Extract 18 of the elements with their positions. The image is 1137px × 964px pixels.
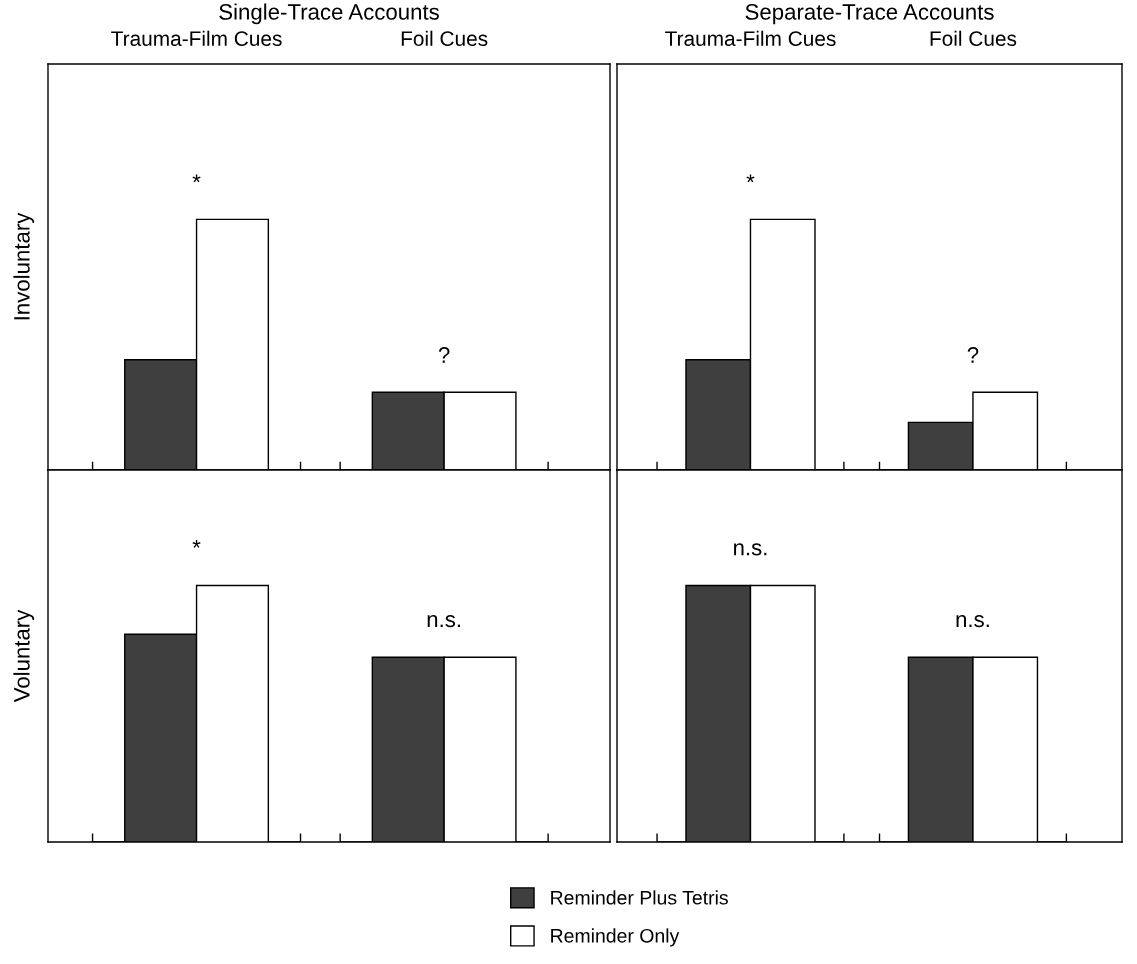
- annotation: ?: [967, 347, 979, 363]
- text: n.s.: [734, 543, 767, 556]
- y-axis-title: Voluntary: [13, 609, 35, 703]
- x-tick-label: Foil Cues: [930, 30, 1017, 46]
- chart-title: Single-Trace Accounts: [219, 3, 439, 25]
- annotation: ?: [438, 347, 450, 363]
- text: *: [192, 539, 201, 548]
- legend-label: Reminder Only: [551, 928, 680, 947]
- x-tick-label: Trauma-Film Cues: [111, 30, 282, 46]
- x-tick-label: Trauma-Film Cues: [665, 30, 836, 46]
- y-axis-title: Involuntary: [13, 212, 35, 320]
- annotation: n.s.: [956, 615, 989, 628]
- x-tick-label: Foil Cues: [401, 30, 488, 46]
- chart-title: Separate-Trace Accounts: [745, 4, 994, 25]
- text: *: [746, 174, 755, 183]
- text: *: [192, 174, 201, 183]
- legend-label: Reminder Plus Tetris: [551, 890, 728, 905]
- annotation: n.s.: [427, 615, 461, 628]
